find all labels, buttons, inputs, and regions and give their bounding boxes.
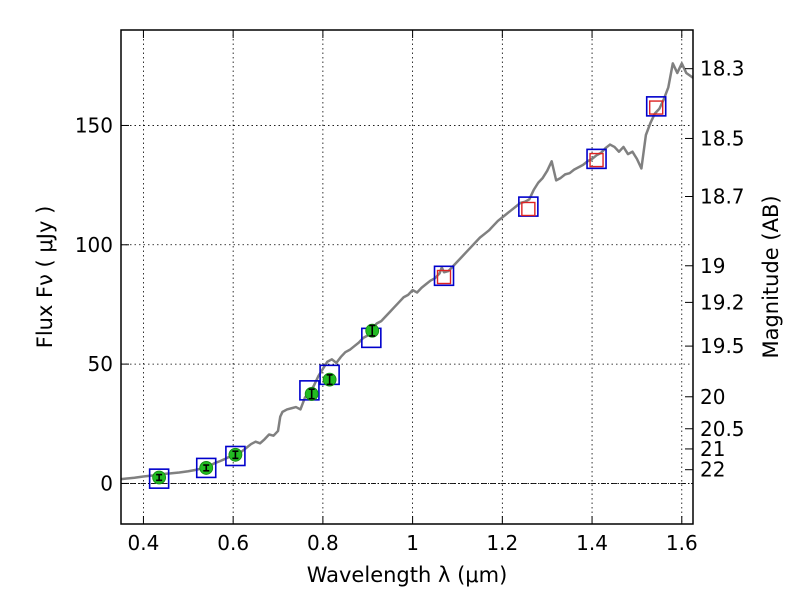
y-axis-ticks: 0 50 100 150 [75,113,129,495]
y-tick-label: 100 [75,233,113,257]
magnitude-tick-label: 18.5 [700,126,745,150]
magnitude-tick-label: 19.5 [700,334,745,358]
y-axis-label: Flux Fν ( μJy ) [33,206,57,349]
magnitude-tick-label: 18.3 [700,57,745,81]
x-tick-label: 0.4 [128,531,160,555]
red-square-marker [436,269,452,285]
magnitude-tick-label: 19 [700,254,725,278]
magnitude-tick-label: 22 [700,458,725,482]
blue-square-marker [148,468,170,489]
magnitude-tick-label: 20 [700,385,725,409]
plot-frame [120,29,694,525]
x-tick-label: 1.4 [576,531,608,555]
y-tick-label: 150 [75,113,113,137]
blue-square-marker [586,148,607,170]
y-tick-label: 0 [100,471,113,495]
magnitude-tick-label: 20.5 [700,417,745,441]
x-axis-ticks: 0.4 0.6 0.8 1 1.2 1.4 1.6 [128,30,698,555]
x-axis-label: Wavelength λ (μm) [307,563,508,587]
magnitude-tick-label: 18.7 [700,184,745,208]
x-tick-label: 1 [406,531,419,555]
y2-axis-label: Magnitude (AB) [759,195,783,358]
blue-square-marker [225,445,246,467]
magnitude-tick-label: 21 [700,437,725,461]
y-tick-label: 50 [88,352,113,376]
blue-square-marker [195,457,217,479]
plot-area [121,62,693,489]
x-tick-label: 0.6 [217,531,249,555]
x-tick-label: 1.2 [486,531,518,555]
magnitude-tick-label: 19.2 [700,290,745,314]
x-tick-label: 1.6 [666,531,698,555]
x-tick-label: 0.8 [307,531,339,555]
red-square-marker [521,201,536,217]
red-square-marker [589,152,604,168]
blue-square-marker [433,265,455,287]
blue-square-marker [645,96,667,117]
red-square-marker [649,100,664,115]
grid-lines [121,30,693,524]
